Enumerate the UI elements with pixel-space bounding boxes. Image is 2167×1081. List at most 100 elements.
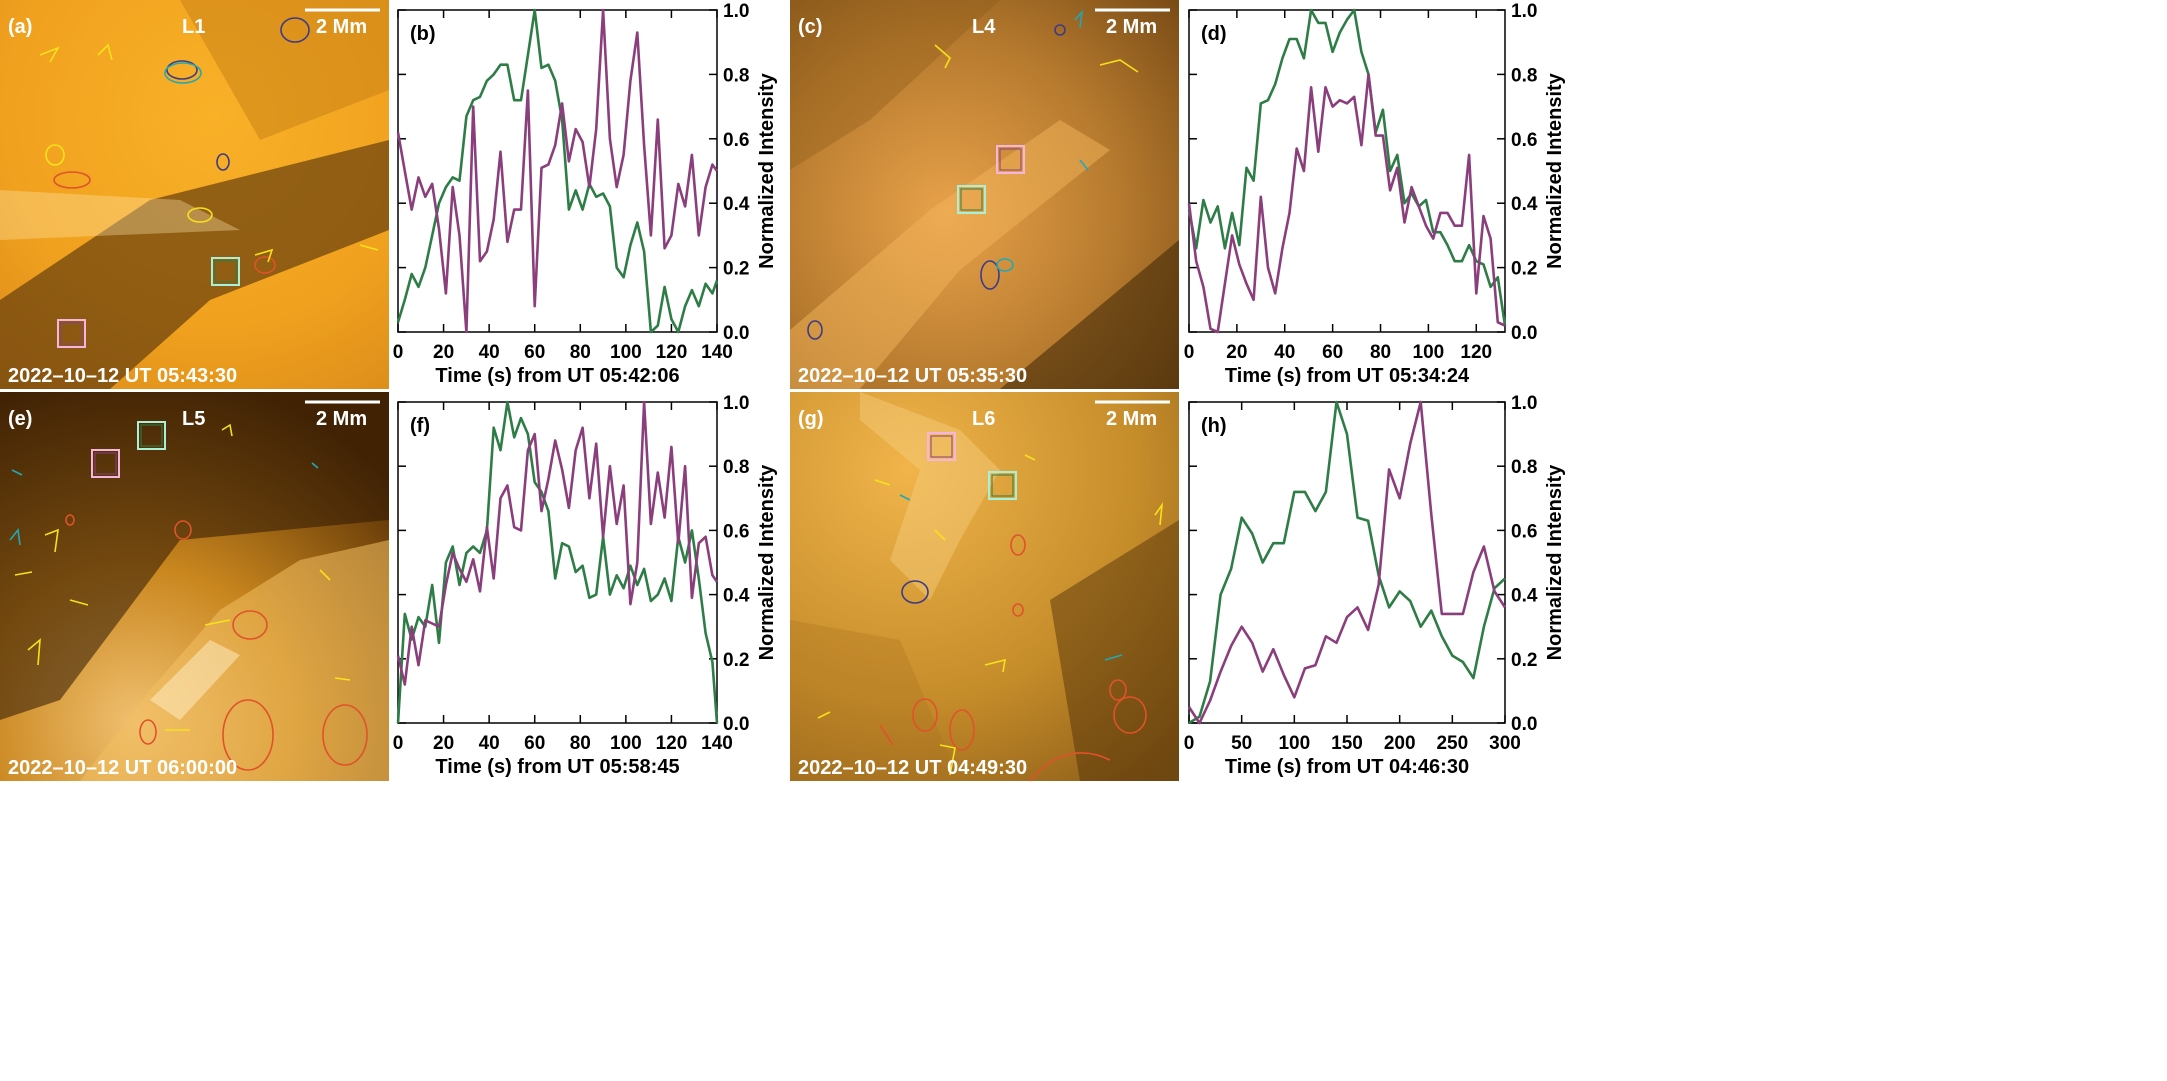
y-tick-label: 0.4 bbox=[723, 586, 750, 607]
x-tick-label: 60 bbox=[1322, 342, 1343, 363]
x-tick-label: 40 bbox=[479, 342, 500, 363]
y-tick-label: 0.8 bbox=[1511, 65, 1537, 86]
y-tick-label: 0.6 bbox=[723, 521, 749, 542]
x-tick-label: 100 bbox=[1278, 733, 1310, 754]
loop-label: L4 bbox=[972, 16, 996, 38]
x-tick-label: 60 bbox=[524, 733, 545, 754]
x-axis-label: Time (s) from UT 04:46:30 bbox=[1225, 756, 1469, 778]
x-tick-label: 60 bbox=[524, 342, 545, 363]
plot-frame bbox=[1188, 9, 1506, 333]
y-axis-label: Normalized Intensity bbox=[1544, 72, 1566, 268]
y-tick-label: 0.0 bbox=[1511, 323, 1537, 344]
x-tick-label: 20 bbox=[1226, 342, 1247, 363]
y-tick-label: 0.8 bbox=[723, 65, 749, 86]
chart-panel-letter: (h) bbox=[1201, 415, 1227, 437]
y-tick-label: 0.0 bbox=[1511, 714, 1537, 735]
x-axis-label: Time (s) from UT 05:42:06 bbox=[435, 365, 679, 387]
bright-loop bbox=[790, 120, 1110, 389]
timestamp: 2022–10–12 UT 04:49:30 bbox=[798, 757, 1027, 779]
x-tick-label: 0 bbox=[393, 733, 404, 754]
timestamp: 2022–10–12 UT 06:00:00 bbox=[8, 757, 237, 779]
image-panel-a: (a) L1 2 Mm 2022–10–12 UT 05:43:30 bbox=[0, 0, 389, 389]
timestamp: 2022–10–12 UT 05:43:30 bbox=[8, 365, 237, 387]
x-tick-label: 0 bbox=[1184, 342, 1195, 363]
loop-label: L5 bbox=[182, 408, 205, 430]
x-tick-label: 40 bbox=[479, 733, 500, 754]
x-tick-label: 80 bbox=[570, 342, 591, 363]
scale-label: 2 Mm bbox=[1106, 408, 1157, 430]
series-line-purple bbox=[396, 8, 719, 334]
scale-label: 2 Mm bbox=[316, 16, 367, 38]
y-tick-label: 1.0 bbox=[1511, 393, 1537, 414]
panel-letter: (g) bbox=[798, 408, 824, 430]
y-tick-label: 0.4 bbox=[723, 194, 750, 215]
x-tick-label: 100 bbox=[610, 733, 642, 754]
x-tick-label: 120 bbox=[656, 733, 688, 754]
dark-lane bbox=[0, 140, 389, 389]
y-tick-label: 1.0 bbox=[723, 1, 749, 22]
series-line-purple bbox=[1187, 400, 1507, 725]
chart-panel-letter: (b) bbox=[410, 23, 436, 45]
y-tick-label: 0.2 bbox=[723, 650, 749, 671]
y-tick-label: 0.6 bbox=[723, 130, 749, 151]
x-tick-label: 120 bbox=[656, 342, 688, 363]
x-tick-label: 120 bbox=[1460, 342, 1492, 363]
scale-label: 2 Mm bbox=[316, 408, 367, 430]
x-tick-label: 250 bbox=[1436, 733, 1468, 754]
x-tick-label: 40 bbox=[1274, 342, 1295, 363]
x-tick-label: 0 bbox=[1184, 733, 1195, 754]
x-tick-label: 50 bbox=[1231, 733, 1252, 754]
x-tick-label: 140 bbox=[701, 733, 733, 754]
plot-frame bbox=[1188, 401, 1506, 724]
x-axis-label: Time (s) from UT 05:34:24 bbox=[1225, 365, 1470, 387]
y-axis-label: Normalized Intensity bbox=[1544, 464, 1566, 660]
y-tick-label: 0.0 bbox=[723, 323, 749, 344]
y-tick-label: 0.4 bbox=[1511, 194, 1538, 215]
series-line-green bbox=[1188, 400, 1506, 725]
scale-label: 2 Mm bbox=[1106, 16, 1157, 38]
x-tick-label: 20 bbox=[433, 342, 454, 363]
x-tick-label: 150 bbox=[1331, 733, 1363, 754]
series-line-green bbox=[396, 8, 719, 334]
x-tick-label: 140 bbox=[701, 342, 733, 363]
image-panel-c: (c) L4 2 Mm 2022–10–12 UT 05:35:30 bbox=[790, 0, 1179, 389]
x-tick-label: 0 bbox=[393, 342, 404, 363]
series-line-purple bbox=[396, 400, 719, 686]
loop-label: L6 bbox=[972, 408, 995, 430]
y-axis-label: Normalized Intensity bbox=[756, 72, 778, 268]
series-line-green bbox=[396, 400, 719, 724]
panel-letter: (e) bbox=[8, 408, 32, 430]
bright-loop bbox=[860, 392, 1000, 600]
chart-panel-d: 0 20 40 60 80 100 120 0.0 0.2 0.4 0.6 0.8 1.0 (d) Time… bbox=[1184, 1, 1566, 387]
x-tick-label: 200 bbox=[1384, 733, 1416, 754]
y-tick-label: 1.0 bbox=[1511, 1, 1537, 22]
y-axis-label: Normalized Intensity bbox=[756, 464, 778, 660]
x-tick-label: 100 bbox=[610, 342, 642, 363]
y-tick-label: 0.8 bbox=[1511, 457, 1537, 478]
y-tick-label: 0.2 bbox=[1511, 650, 1537, 671]
x-tick-label: 80 bbox=[570, 733, 591, 754]
panel-letter: (a) bbox=[8, 16, 32, 38]
y-tick-label: 0.2 bbox=[1511, 259, 1537, 280]
plot-frame bbox=[397, 9, 718, 333]
series-line-green bbox=[1187, 8, 1507, 326]
y-tick-label: 0.8 bbox=[723, 457, 749, 478]
y-tick-label: 0.6 bbox=[1511, 521, 1537, 542]
chart-panel-letter: (f) bbox=[410, 415, 430, 437]
series-line-purple bbox=[1187, 73, 1506, 334]
image-panel-e: (e) L5 2 Mm 2022–10–12 UT 06:00:00 bbox=[0, 392, 389, 781]
loop-label: L1 bbox=[182, 16, 205, 38]
x-tick-label: 300 bbox=[1489, 733, 1521, 754]
x-tick-label: 80 bbox=[1370, 342, 1391, 363]
panel-letter: (c) bbox=[798, 16, 822, 38]
x-axis-label: Time (s) from UT 05:58:45 bbox=[435, 756, 679, 778]
y-tick-label: 0.2 bbox=[723, 259, 749, 280]
y-tick-label: 0.0 bbox=[723, 714, 749, 735]
x-tick-label: 20 bbox=[433, 733, 454, 754]
timestamp: 2022–10–12 UT 05:35:30 bbox=[798, 365, 1027, 387]
y-tick-label: 0.6 bbox=[1511, 130, 1537, 151]
